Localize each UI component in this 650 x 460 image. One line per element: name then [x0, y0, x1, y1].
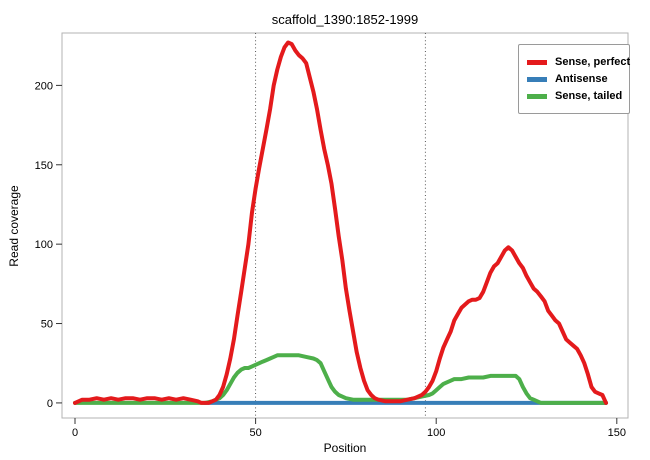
y-tick-label: 150	[35, 160, 53, 172]
series-line-sense-tailed	[73, 353, 608, 405]
legend-entry: Antisense	[527, 73, 621, 85]
x-axis-label: Position	[323, 441, 367, 455]
x-tick-label: 0	[72, 427, 78, 439]
chart-title: scaffold_1390:1852-1999	[271, 12, 419, 27]
legend-swatch	[527, 59, 547, 65]
x-tick-label: 100	[427, 427, 445, 439]
legend-label: Sense, tailed	[555, 90, 623, 102]
y-tick-label: 50	[41, 319, 53, 331]
legend-swatch	[527, 76, 547, 82]
x-tick-label: 50	[249, 427, 261, 439]
legend-label: Antisense	[555, 73, 608, 85]
x-tick-label: 150	[608, 427, 626, 439]
legend-label: Sense, perfect	[555, 56, 631, 68]
y-tick-label: 100	[35, 239, 53, 251]
series-line-sense-perfect	[73, 40, 608, 405]
legend: Sense, perfect Antisense Sense, tailed	[518, 44, 630, 114]
legend-entry: Sense, perfect	[527, 56, 630, 68]
y-tick-label: 0	[47, 398, 53, 410]
y-tick-label: 200	[35, 80, 53, 92]
legend-swatch	[527, 93, 547, 99]
legend-entry: Sense, tailed	[527, 90, 623, 102]
